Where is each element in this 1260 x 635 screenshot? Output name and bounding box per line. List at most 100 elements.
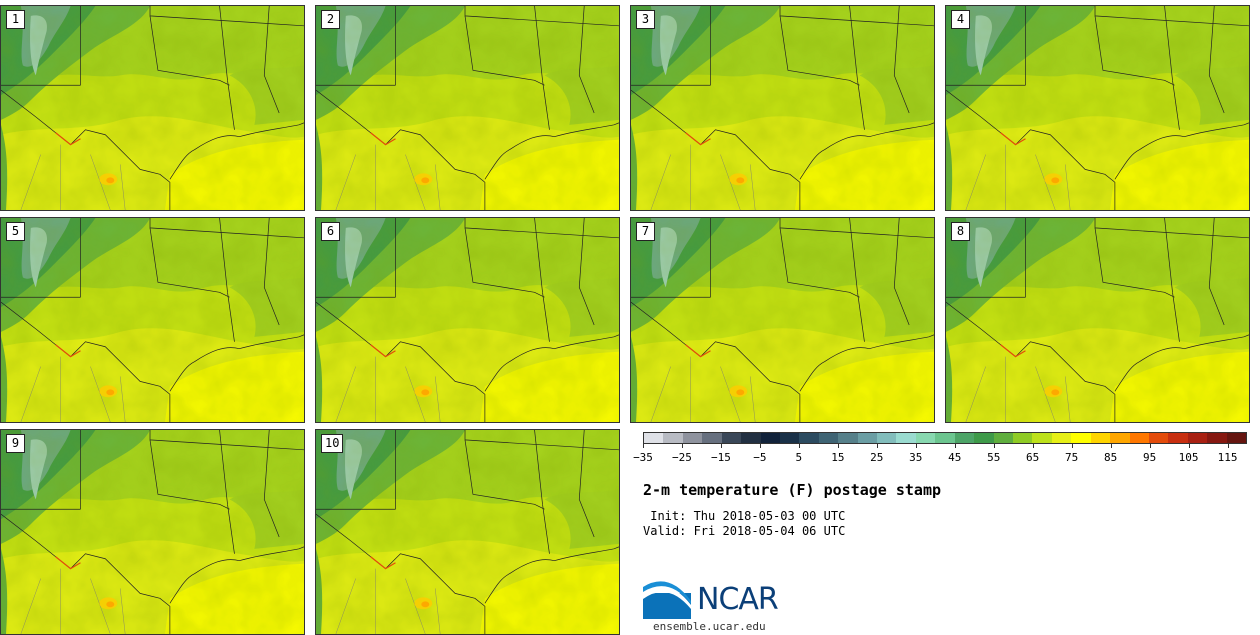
ncar-logo-text: NCAR: [697, 582, 779, 617]
colorbar-swatch: [838, 433, 858, 443]
member-panel-7: 7: [630, 217, 935, 423]
temperature-map: [1, 6, 304, 210]
colorbar-swatch: [779, 433, 800, 443]
colorbar-swatch: [877, 433, 897, 443]
temperature-map: [631, 218, 934, 422]
member-number: 6: [321, 222, 340, 241]
colorbar-swatch: [1168, 433, 1188, 443]
colorbar-swatch: [741, 433, 761, 443]
colorbar-tick-label: 35: [909, 451, 923, 464]
colorbar-swatch: [818, 433, 839, 443]
colorbar-tick-label: 55: [987, 451, 1001, 464]
colorbar-tick-label: 85: [1103, 451, 1118, 464]
colorbar-swatch: [702, 433, 722, 443]
colorbar-tick: [1227, 444, 1229, 448]
member-number: 3: [636, 10, 655, 29]
colorbar-tick: [1110, 444, 1112, 448]
colorbar-swatch: [954, 433, 975, 443]
member-number: 10: [321, 434, 344, 453]
temperature-map: [316, 218, 619, 422]
valid-time: Valid: Fri 2018-05-04 06 UTC: [643, 524, 846, 538]
colorbar-swatch: [1129, 433, 1149, 443]
temperature-map: [1, 218, 304, 422]
member-number: 2: [321, 10, 340, 29]
colorbar-tick-label: 5: [795, 451, 803, 464]
member-panel-4: 4: [945, 5, 1250, 211]
colorbar-tick-label: 65: [1026, 451, 1040, 464]
colorbar-swatch: [682, 433, 703, 443]
colorbar-tick: [798, 444, 800, 448]
member-panel-1: 1: [0, 5, 305, 211]
temperature-map: [946, 218, 1249, 422]
colorbar-swatch: [644, 433, 664, 443]
colorbar-swatch: [799, 433, 819, 443]
colorbar-swatch: [935, 433, 955, 443]
colorbar-tick: [837, 444, 839, 448]
member-panel-2: 2: [315, 5, 620, 211]
colorbar-tick: [720, 444, 722, 448]
colorbar-tick: [643, 444, 644, 448]
temperature-map: [316, 6, 619, 210]
colorbar-swatch: [1051, 433, 1072, 443]
colorbar-tick: [954, 444, 956, 448]
colorbar-tick-labels: −35 −25 −15 −5 5 15 25 35 45 55 65 75 85 95 105 115: [633, 444, 1247, 466]
member-panel-6: 6: [315, 217, 620, 423]
colorbar-tick: [1149, 444, 1151, 448]
member-number: 5: [6, 222, 25, 241]
colorbar-swatch: [1071, 433, 1091, 443]
member-panel-10: 10: [315, 429, 620, 635]
colorbar-swatch: [896, 433, 916, 443]
colorbar-swatch: [721, 433, 742, 443]
colorbar-tick: [759, 444, 761, 448]
colorbar-tick-label: −25: [672, 451, 692, 464]
member-panel-5: 5: [0, 217, 305, 423]
colorbar-tick-label: 105: [1178, 451, 1199, 464]
colorbar-swatch: [760, 433, 780, 443]
colorbar-tick: [915, 444, 917, 448]
colorbar-tick-label: 15: [831, 451, 845, 464]
colorbar-tick: [681, 444, 683, 448]
colorbar-tick-label: −35: [633, 451, 653, 464]
colorbar-tick-label: −5: [753, 451, 767, 464]
colorbar-tick-label: −15: [710, 451, 731, 464]
colorbar-tick: [1188, 444, 1190, 448]
colorbar-swatch: [993, 433, 1014, 443]
colorbar-swatch: [915, 433, 936, 443]
colorbar-tick-label: 95: [1142, 451, 1157, 464]
colorbar-swatch: [1187, 433, 1208, 443]
ncar-logo-icon: [643, 581, 691, 619]
member-panel-8: 8: [945, 217, 1250, 423]
colorbar-tick-label: 115: [1217, 451, 1238, 464]
colorbar-tick: [876, 444, 878, 448]
ensemble-url: ensemble.ucar.edu: [653, 620, 766, 633]
temperature-map: [631, 6, 934, 210]
member-number: 7: [636, 222, 655, 241]
colorbar-tick: [1071, 444, 1073, 448]
colorbar-swatch: [1110, 433, 1130, 443]
colorbar-swatch: [1148, 433, 1169, 443]
colorbar-swatch: [857, 433, 878, 443]
colorbar-tick: [993, 444, 995, 448]
colorbar-swatch: [1013, 433, 1033, 443]
colorbar-tick-label: 45: [948, 451, 962, 464]
member-panel-9: 9: [0, 429, 305, 635]
member-number: 1: [6, 10, 25, 29]
colorbar-swatch: [1207, 433, 1227, 443]
colorbar-swatch: [1032, 433, 1052, 443]
colorbar-tick-label: 25: [870, 451, 884, 464]
colorbar-tick-label: 75: [1065, 451, 1079, 464]
temperature-map: [316, 430, 619, 634]
member-number: 9: [6, 434, 25, 453]
temperature-map: [1, 430, 304, 634]
member-number: 8: [951, 222, 970, 241]
member-number: 4: [951, 10, 970, 29]
temperature-colorbar: [643, 432, 1247, 444]
colorbar-swatch: [974, 433, 994, 443]
temperature-map: [946, 6, 1249, 210]
figure-title: 2-m temperature (F) postage stamp: [643, 481, 942, 499]
colorbar-swatch: [1090, 433, 1111, 443]
colorbar-tick: [1032, 444, 1034, 448]
init-time: Init: Thu 2018-05-03 00 UTC: [643, 509, 846, 523]
colorbar-swatch: [663, 433, 683, 443]
member-panel-3: 3: [630, 5, 935, 211]
